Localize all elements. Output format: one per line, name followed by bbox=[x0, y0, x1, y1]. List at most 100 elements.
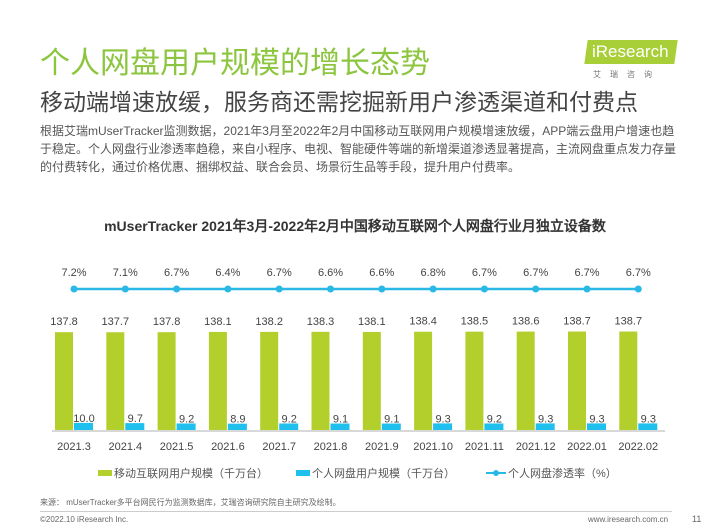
data-label-mobile: 138.5 bbox=[461, 316, 489, 328]
data-label-mobile: 137.7 bbox=[102, 316, 130, 328]
data-label-cloud: 9.1 bbox=[384, 414, 399, 426]
data-label-penetration: 6.7% bbox=[472, 267, 497, 279]
website-url: www.iresearch.com.cn bbox=[588, 515, 669, 524]
data-label-penetration: 7.1% bbox=[113, 267, 138, 279]
x-tick-label: 2022.01 bbox=[567, 441, 607, 453]
x-tick-label: 2022.02 bbox=[618, 441, 658, 453]
data-label-mobile: 137.8 bbox=[153, 316, 181, 328]
legend-line-marker-icon bbox=[486, 470, 506, 476]
data-label-penetration: 6.7% bbox=[523, 267, 548, 279]
bar-cloud-users bbox=[227, 423, 247, 430]
data-label-mobile: 138.6 bbox=[512, 316, 540, 328]
chart-title: mUserTracker 2021年3月-2022年2月中国移动互联网个人网盘行… bbox=[104, 218, 606, 234]
x-tick-label: 2021.11 bbox=[465, 441, 504, 453]
data-label-mobile: 138.4 bbox=[409, 316, 437, 328]
bar-cloud-users bbox=[74, 422, 93, 430]
legend-swatch-blue bbox=[296, 470, 310, 476]
penetration-point bbox=[634, 285, 642, 293]
data-label-cloud: 9.1 bbox=[333, 414, 348, 426]
page-title: 个人网盘用户规模的增长态势 bbox=[40, 47, 430, 80]
page-number: 11 bbox=[692, 514, 702, 524]
data-label-penetration: 7.2% bbox=[61, 267, 86, 279]
data-label-penetration: 6.8% bbox=[421, 267, 446, 279]
data-label-cloud: 10.0 bbox=[73, 413, 94, 425]
data-label-mobile: 138.2 bbox=[255, 316, 283, 328]
penetration-point bbox=[378, 285, 386, 293]
data-label-cloud: 9.2 bbox=[179, 413, 194, 425]
penetration-point bbox=[480, 285, 488, 293]
bar-mobile-users bbox=[157, 332, 176, 430]
data-label-cloud: 9.2 bbox=[487, 413, 502, 425]
penetration-point bbox=[275, 285, 283, 293]
penetration-point bbox=[532, 285, 540, 293]
x-tick-label: 2021.12 bbox=[516, 441, 556, 453]
penetration-point bbox=[583, 285, 591, 293]
data-label-penetration: 6.7% bbox=[267, 267, 292, 279]
bar-mobile-users bbox=[516, 331, 535, 430]
data-label-mobile: 138.3 bbox=[307, 316, 335, 328]
bar-mobile-users bbox=[311, 331, 330, 430]
x-tick-label: 2021.7 bbox=[262, 441, 296, 453]
penetration-point bbox=[70, 285, 78, 293]
legend-label: 个人网盘渗透率（%） bbox=[508, 468, 617, 480]
data-label-penetration: 6.6% bbox=[369, 267, 394, 279]
bar-cloud-users bbox=[638, 423, 658, 430]
data-label-penetration: 6.7% bbox=[574, 267, 599, 279]
data-label-mobile: 138.7 bbox=[615, 316, 643, 328]
bar-cloud-users bbox=[535, 423, 555, 430]
penetration-point bbox=[429, 285, 437, 293]
bar-mobile-users bbox=[619, 331, 638, 430]
bar-mobile-users bbox=[362, 331, 381, 430]
penetration-point bbox=[173, 285, 181, 293]
bar-cloud-users bbox=[176, 423, 196, 430]
data-label-cloud: 8.9 bbox=[230, 414, 245, 426]
x-tick-label: 2021.6 bbox=[211, 441, 245, 453]
x-tick-label: 2021.9 bbox=[365, 441, 399, 453]
data-label-penetration: 6.7% bbox=[164, 267, 189, 279]
legend-label: 个人网盘用户规模（千万台） bbox=[312, 468, 455, 480]
data-label-penetration: 6.7% bbox=[626, 267, 651, 279]
bar-cloud-users bbox=[330, 423, 350, 430]
bar-mobile-users bbox=[568, 331, 586, 430]
data-label-cloud: 9.3 bbox=[435, 413, 450, 425]
data-label-mobile: 138.1 bbox=[358, 316, 386, 328]
bar-cloud-users bbox=[125, 423, 145, 430]
data-label-mobile: 137.8 bbox=[50, 316, 78, 328]
penetration-point bbox=[224, 285, 232, 293]
data-label-cloud: 9.3 bbox=[641, 413, 656, 425]
data-label-cloud: 9.3 bbox=[589, 413, 604, 425]
logo-subtext: 艾瑞咨询 bbox=[593, 70, 661, 79]
legend-label: 移动互联网用户规模（千万台） bbox=[114, 468, 268, 480]
x-tick-label: 2021.5 bbox=[160, 441, 194, 453]
data-label-cloud: 9.7 bbox=[128, 413, 143, 425]
bar-mobile-users bbox=[106, 332, 125, 430]
x-tick-label: 2021.4 bbox=[108, 441, 142, 453]
bar-mobile-users bbox=[208, 331, 227, 430]
bar-mobile-users bbox=[465, 331, 484, 430]
legend-swatch-green bbox=[98, 470, 112, 476]
data-label-cloud: 9.2 bbox=[282, 413, 297, 425]
bar-cloud-users bbox=[433, 423, 453, 430]
penetration-point bbox=[327, 285, 334, 293]
legend-item-cloud-users: 个人网盘用户规模（千万台） bbox=[296, 465, 455, 481]
page-subtitle: 移动端增速放缓，服务商还需挖掘新用户渗透渠道和付费点 bbox=[40, 89, 638, 115]
bar-cloud-users bbox=[587, 423, 606, 430]
data-label-mobile: 138.1 bbox=[204, 316, 232, 328]
bar-cloud-users bbox=[484, 423, 504, 430]
bar-mobile-users bbox=[260, 331, 279, 430]
x-tick-label: 2021.10 bbox=[413, 441, 453, 453]
data-label-mobile: 138.7 bbox=[563, 316, 591, 328]
legend-item-penetration: 个人网盘渗透率（%） bbox=[486, 465, 617, 481]
bar-mobile-users bbox=[55, 332, 73, 430]
x-tick-label: 2021.3 bbox=[57, 441, 91, 453]
x-tick-label: 2021.8 bbox=[314, 441, 348, 453]
penetration-point bbox=[121, 285, 129, 293]
bar-mobile-users bbox=[414, 331, 433, 430]
data-label-penetration: 6.6% bbox=[318, 267, 343, 279]
legend-item-mobile-users: 移动互联网用户规模（千万台） bbox=[98, 465, 268, 481]
source-note: 来源： mUserTracker多平台网民行为监测数据库，艾瑞咨询研究院自主研究… bbox=[40, 498, 341, 507]
body-text: 根据艾瑞mUserTracker监测数据，2021年3月至2022年2月中国移动… bbox=[40, 124, 677, 174]
data-label-cloud: 9.3 bbox=[538, 413, 553, 425]
